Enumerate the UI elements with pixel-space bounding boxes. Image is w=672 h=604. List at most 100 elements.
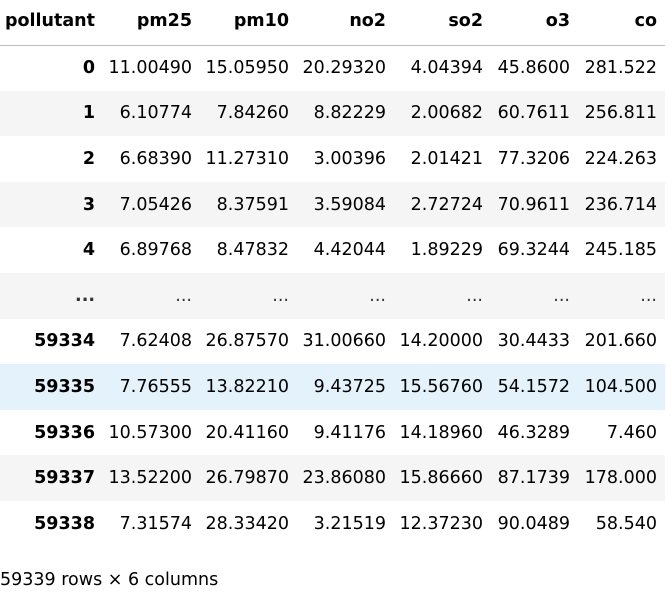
table-cell-co: ... — [640, 285, 657, 306]
table-cell-so2: 15.56760 — [399, 376, 483, 397]
table-cell-pm10: 8.47832 — [216, 240, 289, 261]
table-cell-co: 104.500 — [584, 376, 657, 397]
row-index: ... — [75, 285, 95, 306]
table-cell-pm25: 7.62408 — [119, 331, 192, 352]
table-cell-so2: 14.18960 — [399, 422, 483, 443]
table-row: 59335 7.76555 13.82210 9.43725 15.56760 54.15… — [0, 364, 665, 410]
table-cell-no2: 9.43725 — [313, 376, 386, 397]
table-cell-pm25: 6.89768 — [119, 240, 192, 261]
dataframe-output: pollutant pm25 pm10 no2 so2 o3 co 0 11.00… — [0, 0, 665, 547]
table-cell-so2: 4.04394 — [410, 58, 483, 79]
header-row: pollutant pm25 pm10 no2 so2 o3 co — [0, 0, 665, 46]
table-cell-no2: 20.29320 — [302, 58, 386, 79]
table-row: 59334 7.62408 26.87570 31.00660 14.20000 30.4… — [0, 318, 665, 365]
table-cell-so2: ... — [466, 285, 483, 306]
table-cell-pm10: 26.87570 — [205, 331, 289, 352]
table-cell-pm10: 15.05950 — [205, 58, 289, 79]
table-cell-pm10: 13.82210 — [205, 376, 289, 397]
row-index: 59335 — [34, 376, 95, 397]
table-cell-no2: 8.82229 — [313, 103, 386, 124]
table-cell-pm25: 6.68390 — [119, 148, 192, 169]
table-cell-pm10: 11.27310 — [205, 148, 289, 169]
column-header-o3: o3 — [491, 0, 578, 46]
table-row: 3 7.05426 8.37591 3.59084 2.72724 70.9611 236.… — [0, 181, 665, 228]
table-cell-so2: 12.37230 — [399, 513, 483, 534]
table-cell-co: 256.811 — [584, 103, 657, 124]
table-cell-o3: 69.3244 — [497, 240, 570, 261]
row-index: 0 — [82, 58, 95, 79]
dataframe-shape-text: 59339 rows × 6 columns — [0, 570, 219, 590]
table-cell-o3: 46.3289 — [497, 422, 570, 443]
table-cell-so2: 2.72724 — [410, 194, 483, 215]
table-body: 0 11.00490 15.05950 20.29320 4.04394 45.8600 2… — [0, 45, 665, 547]
table-cell-pm25: 7.31574 — [119, 513, 192, 534]
table-cell-no2: 3.00396 — [313, 148, 386, 169]
table-cell-pm10: 8.37591 — [216, 194, 289, 215]
table-cell-co: 281.522 — [584, 58, 657, 79]
table-cell-so2: 15.86660 — [399, 468, 483, 489]
table-cell-so2: 2.00682 — [410, 103, 483, 124]
table-row: 2 6.68390 11.27310 3.00396 2.01421 77.3206 224… — [0, 136, 665, 182]
table-cell-pm10: 28.33420 — [205, 513, 289, 534]
table-cell-so2: 1.89229 — [410, 240, 483, 261]
table-cell-o3: 90.0489 — [497, 513, 570, 534]
table-cell-co: 58.540 — [595, 513, 657, 534]
table-cell-pm25: 6.10774 — [119, 103, 192, 124]
row-index: 59338 — [34, 513, 95, 534]
table-row: 59337 13.52200 26.79870 23.86080 15.86660 87.… — [0, 455, 665, 501]
row-index: 59336 — [34, 422, 95, 443]
table-cell-o3: 45.8600 — [497, 58, 570, 79]
table-cell-pm10: ... — [272, 285, 289, 306]
table-cell-pm10: 26.79870 — [205, 468, 289, 489]
column-header-no2: no2 — [297, 0, 394, 46]
table-row: 4 6.89768 8.47832 4.42044 1.89229 69.3244 245.… — [0, 227, 665, 273]
table-cell-o3: 60.7611 — [497, 103, 570, 124]
index-header: pollutant — [0, 0, 103, 46]
table-cell-no2: 3.21519 — [313, 513, 386, 534]
table-cell-o3: 87.1739 — [497, 468, 570, 489]
table-cell-o3: 30.4433 — [497, 331, 570, 352]
table-cell-so2: 14.20000 — [399, 331, 483, 352]
column-header-pm25: pm25 — [103, 0, 200, 46]
table-cell-pm25: 7.05426 — [119, 194, 192, 215]
table-row: 0 11.00490 15.05950 20.29320 4.04394 45.8600 2… — [0, 45, 665, 91]
table-cell-pm25: ... — [175, 285, 192, 306]
table-cell-no2: 23.86080 — [302, 468, 386, 489]
table-row: 59336 10.57300 20.41160 9.41176 14.18960 46.3… — [0, 409, 665, 456]
table-cell-o3: 70.9611 — [497, 194, 570, 215]
table-row: 1 6.10774 7.84260 8.82229 2.00682 60.7611 256.… — [0, 90, 665, 137]
table-cell-co: 236.714 — [584, 194, 657, 215]
table-cell-pm10: 20.41160 — [205, 422, 289, 443]
table-cell-o3: 54.1572 — [497, 376, 570, 397]
table-header: pollutant pm25 pm10 no2 so2 o3 co — [0, 0, 665, 46]
table-cell-pm25: 10.57300 — [108, 422, 192, 443]
table-row-ellipsis: ..................... — [0, 272, 665, 319]
table-cell-pm25: 11.00490 — [108, 58, 192, 79]
table-cell-co: 178.000 — [584, 468, 657, 489]
row-index: 4 — [82, 240, 95, 261]
table-cell-no2: ... — [369, 285, 386, 306]
row-index: 59334 — [34, 331, 95, 352]
table-cell-pm25: 7.76555 — [119, 376, 192, 397]
table-cell-no2: 3.59084 — [313, 194, 386, 215]
table-cell-co: 7.460 — [606, 422, 657, 443]
table-cell-pm10: 7.84260 — [216, 103, 289, 124]
row-index: 1 — [82, 103, 95, 124]
table-row: 59338 7.31574 28.33420 3.21519 12.37230 90.04… — [0, 500, 665, 547]
row-index: 2 — [82, 148, 95, 169]
table-cell-pm25: 13.52200 — [108, 468, 192, 489]
column-header-pm10: pm10 — [200, 0, 297, 46]
table-cell-o3: ... — [553, 285, 570, 306]
table-cell-o3: 77.3206 — [497, 148, 570, 169]
table-cell-no2: 4.42044 — [313, 240, 386, 261]
table-cell-so2: 2.01421 — [410, 148, 483, 169]
row-index: 3 — [82, 194, 95, 215]
table-cell-no2: 31.00660 — [302, 331, 386, 352]
table-cell-co: 201.660 — [584, 331, 657, 352]
table-cell-no2: 9.41176 — [313, 422, 386, 443]
column-header-so2: so2 — [394, 0, 491, 46]
row-index: 59337 — [34, 468, 95, 489]
table-cell-co: 245.185 — [584, 240, 657, 261]
column-header-co: co — [578, 0, 665, 46]
dataframe-table: pollutant pm25 pm10 no2 so2 o3 co 0 11.00… — [0, 0, 665, 547]
